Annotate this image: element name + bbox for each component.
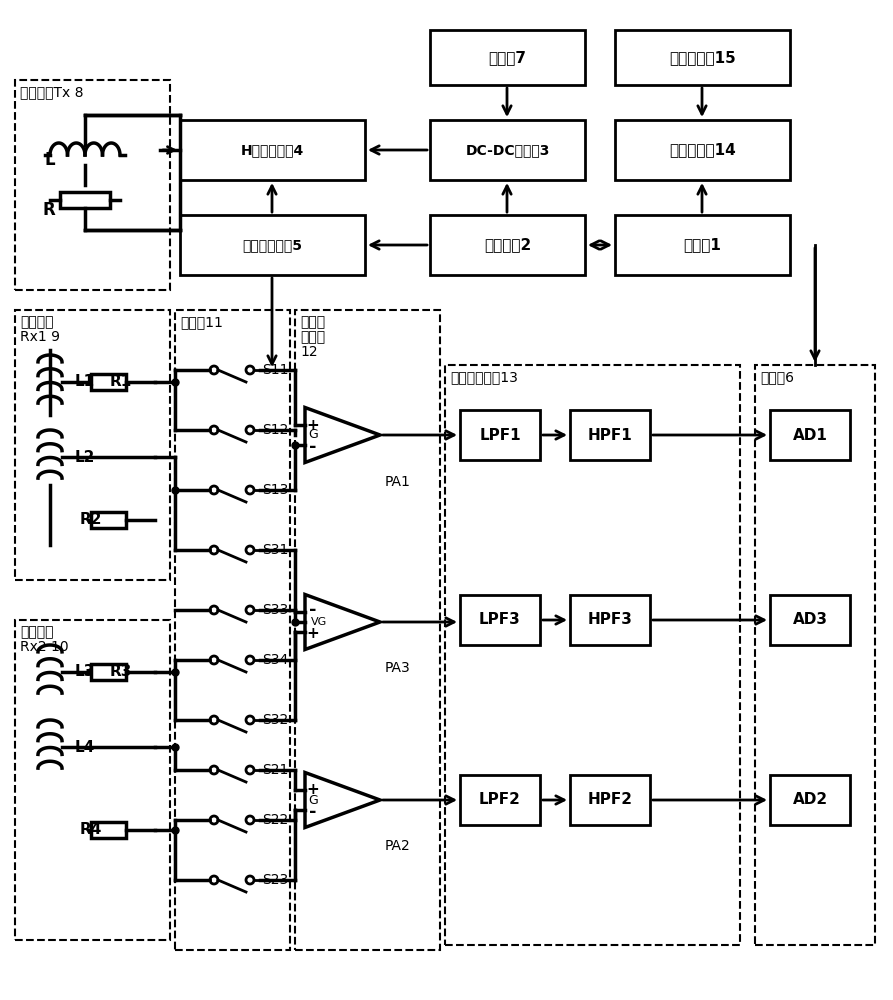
Text: G: G bbox=[308, 428, 318, 442]
Text: +: + bbox=[306, 418, 320, 432]
Text: L: L bbox=[45, 151, 55, 169]
Text: LPF1: LPF1 bbox=[480, 428, 521, 442]
Text: AD1: AD1 bbox=[793, 428, 828, 442]
Text: 主控模块2: 主控模块2 bbox=[484, 237, 531, 252]
Text: HPF2: HPF2 bbox=[588, 792, 632, 808]
Bar bbox=[180, 215, 365, 275]
Text: S33: S33 bbox=[262, 603, 288, 617]
Bar bbox=[445, 365, 740, 945]
Text: 发射线圈Tx 8: 发射线圈Tx 8 bbox=[20, 85, 84, 99]
Text: HPF3: HPF3 bbox=[588, 612, 632, 628]
Bar bbox=[175, 310, 290, 950]
Text: S12: S12 bbox=[262, 423, 288, 437]
Text: L2: L2 bbox=[75, 450, 96, 464]
Text: S11: S11 bbox=[262, 363, 288, 377]
Text: 开关组11: 开关组11 bbox=[180, 315, 223, 329]
Bar bbox=[430, 30, 585, 85]
Bar bbox=[60, 192, 110, 208]
Text: 接收线圈: 接收线圈 bbox=[20, 625, 54, 639]
Text: AD2: AD2 bbox=[792, 792, 828, 808]
Text: +: + bbox=[306, 782, 320, 798]
Text: R1: R1 bbox=[110, 374, 132, 389]
Text: S13: S13 bbox=[262, 483, 288, 497]
Text: L3: L3 bbox=[75, 664, 96, 680]
Text: 采集卡6: 采集卡6 bbox=[760, 370, 794, 384]
Bar bbox=[755, 365, 875, 945]
Text: Rx2 10: Rx2 10 bbox=[20, 640, 69, 654]
Bar bbox=[90, 822, 126, 838]
Bar bbox=[615, 30, 790, 85]
Text: HPF1: HPF1 bbox=[588, 428, 632, 442]
Bar bbox=[90, 664, 126, 680]
Bar bbox=[430, 120, 585, 180]
Text: R2: R2 bbox=[80, 512, 103, 528]
Text: 开关驱动模块5: 开关驱动模块5 bbox=[243, 238, 303, 252]
Bar bbox=[15, 620, 170, 940]
Bar bbox=[570, 775, 650, 825]
Text: Rx1 9: Rx1 9 bbox=[20, 330, 60, 344]
Bar bbox=[295, 310, 440, 950]
Text: -: - bbox=[309, 803, 317, 821]
Text: 接收线圈: 接收线圈 bbox=[20, 315, 54, 329]
Bar bbox=[430, 215, 585, 275]
Text: DC-DC转换器3: DC-DC转换器3 bbox=[465, 143, 550, 157]
Text: 12: 12 bbox=[300, 345, 318, 359]
Text: L1: L1 bbox=[75, 374, 96, 389]
Text: 支撑杆滑轨15: 支撑杆滑轨15 bbox=[669, 50, 736, 65]
Text: 滑轨驱动器14: 滑轨驱动器14 bbox=[669, 142, 736, 157]
Text: LPF3: LPF3 bbox=[480, 612, 521, 628]
Text: S23: S23 bbox=[262, 873, 288, 887]
Text: AD3: AD3 bbox=[792, 612, 828, 628]
Text: PA2: PA2 bbox=[385, 840, 411, 854]
Bar bbox=[460, 595, 540, 645]
Text: 蓄电池7: 蓄电池7 bbox=[488, 50, 527, 65]
Text: LPF2: LPF2 bbox=[479, 792, 521, 808]
Text: G: G bbox=[308, 794, 318, 806]
Bar bbox=[90, 512, 126, 528]
Bar bbox=[770, 410, 850, 460]
Bar bbox=[90, 374, 126, 390]
Bar bbox=[770, 595, 850, 645]
Text: VG: VG bbox=[311, 617, 327, 627]
Text: R: R bbox=[42, 201, 55, 219]
Text: S34: S34 bbox=[262, 653, 288, 667]
Text: S31: S31 bbox=[262, 543, 288, 557]
Text: S21: S21 bbox=[262, 763, 288, 777]
Bar bbox=[770, 775, 850, 825]
Bar bbox=[460, 410, 540, 460]
Bar bbox=[570, 595, 650, 645]
Text: S22: S22 bbox=[262, 813, 288, 827]
Text: PA1: PA1 bbox=[385, 475, 411, 488]
Text: R3: R3 bbox=[110, 664, 132, 680]
Text: -: - bbox=[309, 438, 317, 456]
Bar bbox=[615, 120, 790, 180]
Bar bbox=[570, 410, 650, 460]
Bar bbox=[15, 310, 170, 580]
Bar bbox=[180, 120, 365, 180]
Text: 前置放: 前置放 bbox=[300, 315, 325, 329]
Bar bbox=[460, 775, 540, 825]
Text: PA3: PA3 bbox=[385, 662, 411, 676]
Text: +: + bbox=[306, 626, 320, 642]
Text: 大模块: 大模块 bbox=[300, 330, 325, 344]
Text: S32: S32 bbox=[262, 713, 288, 727]
Bar bbox=[615, 215, 790, 275]
Text: -: - bbox=[309, 601, 317, 619]
Bar bbox=[15, 80, 170, 290]
Text: R4: R4 bbox=[80, 822, 103, 838]
Text: 带通滤波模块13: 带通滤波模块13 bbox=[450, 370, 518, 384]
Text: H桥发射模块4: H桥发射模块4 bbox=[241, 143, 305, 157]
Text: L4: L4 bbox=[75, 740, 96, 754]
Text: 上位机1: 上位机1 bbox=[683, 237, 722, 252]
